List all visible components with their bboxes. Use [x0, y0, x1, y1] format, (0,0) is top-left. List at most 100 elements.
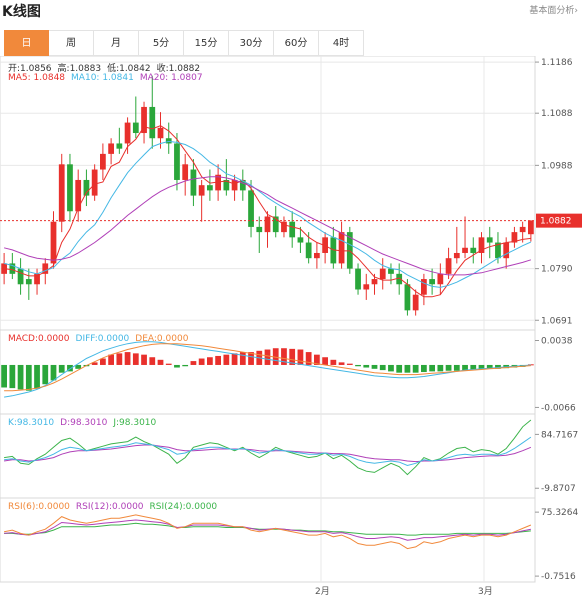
macd-bar-down: [371, 364, 378, 369]
candle-down: [355, 268, 361, 290]
candle-down: [272, 216, 279, 233]
candle-up: [42, 263, 49, 274]
candle-down: [305, 242, 312, 259]
candle-up: [108, 143, 114, 154]
kdj-tick-label: -9.8707: [541, 484, 576, 494]
macd-bar-up: [338, 362, 345, 365]
rsi6-line: [3, 514, 532, 550]
ma20-line: [3, 176, 532, 276]
macd-bar-down: [437, 364, 444, 372]
candle-up: [231, 179, 238, 191]
macd-info: MACD:0.0000 DIFF:0.0000 DEA:0.0000: [8, 334, 194, 344]
candle-down: [470, 247, 477, 253]
candle-up: [141, 106, 147, 134]
fundamental-analysis-link[interactable]: 基本面分析›: [529, 6, 578, 16]
tab-4hour[interactable]: 4时: [319, 30, 364, 56]
rsi-info: RSI(6):0.0000 RSI(12):0.0000 RSI(24):0.000…: [8, 502, 223, 512]
candle-up: [182, 164, 189, 180]
candle-up: [58, 164, 65, 222]
candle-down: [17, 268, 24, 285]
candle-up: [198, 185, 205, 196]
macd-bar-up: [108, 354, 114, 365]
macd-bar-up: [281, 348, 287, 365]
d-value: D:98.3010: [60, 418, 108, 428]
macd-bar-down: [9, 364, 16, 389]
ma5-line: [4, 125, 531, 298]
macd-bar-up: [314, 354, 320, 365]
current-price-label: 1.0882: [540, 217, 572, 227]
kdj-j-line: [4, 419, 532, 476]
kdj-info: K:98.3010 D:98.3010 J:98.3010: [8, 418, 162, 428]
macd-bar-down: [495, 364, 501, 369]
candle-down: [223, 179, 230, 191]
ma20-value: MA20: 1.0807: [139, 73, 203, 83]
candle-up: [363, 284, 370, 290]
candle-up: [264, 216, 271, 233]
macd-diff-line: [4, 341, 531, 398]
candle-down: [9, 263, 16, 274]
tab-week[interactable]: 周: [49, 30, 94, 56]
macd-bar-down: [50, 364, 57, 381]
rsi-tick-label: -0.7516: [541, 572, 576, 582]
macd-bar-up: [207, 357, 213, 365]
candle-up: [157, 127, 164, 139]
macd-bar-down: [182, 364, 189, 367]
dea-value: DEA:0.0000: [135, 334, 189, 344]
candle-up: [453, 252, 460, 259]
macd-bar-up: [165, 363, 172, 365]
macd-bar-up: [116, 353, 123, 365]
macd-bar-up: [305, 352, 312, 365]
macd-bar-down: [355, 364, 361, 367]
candle-up: [124, 122, 131, 144]
candle-down: [132, 122, 139, 134]
macd-bar-down: [42, 364, 49, 385]
candle-up: [519, 226, 526, 233]
kdj-k-line: [4, 436, 532, 467]
macd-bar-up: [132, 353, 139, 365]
x-tick-label: 2月: [315, 586, 330, 597]
close-value: 收:1.0882: [156, 64, 201, 74]
candle-down: [248, 190, 254, 227]
current-price-badge: [536, 213, 582, 228]
candle-down: [495, 242, 501, 259]
macd-bar-down: [1, 364, 7, 388]
tab-15min[interactable]: 15分: [184, 30, 229, 56]
rsi-tick-label: 75.3264: [541, 508, 578, 518]
candle-up: [50, 221, 57, 264]
macd-bar-down: [75, 364, 82, 369]
ma10-value: MA10: 1.0841: [71, 73, 134, 83]
macd-bar-down: [429, 364, 435, 372]
candle-down: [429, 279, 435, 285]
macd-bar-down: [17, 364, 24, 390]
tab-30min[interactable]: 30分: [229, 30, 274, 56]
macd-bar-down: [462, 364, 468, 371]
macd-bar-down: [379, 364, 386, 371]
macd-bar-up: [190, 361, 197, 365]
candle-down: [486, 237, 493, 243]
macd-bar-up: [100, 358, 106, 365]
x-tick-label: 3月: [478, 586, 493, 597]
tab-5min[interactable]: 5分: [139, 30, 184, 56]
tab-day[interactable]: 日: [4, 30, 49, 56]
macd-bar-up: [91, 362, 98, 365]
macd-bar-down: [478, 364, 485, 370]
candle-up: [338, 232, 345, 264]
macd-bar-up: [264, 349, 271, 365]
candle-down: [256, 226, 263, 233]
kline-chart[interactable]: 2月 3月 1.1186 1.1088 1.0988 1.0790 1.0691 1.0882…: [0, 56, 582, 600]
candle-down: [239, 179, 246, 191]
candle-up: [437, 273, 444, 285]
price-tick-label: 1.0691: [541, 316, 573, 326]
candle-down: [67, 164, 73, 212]
tab-60min[interactable]: 60分: [274, 30, 319, 56]
candle-down: [83, 179, 90, 196]
price-tick-label: 1.0988: [541, 161, 573, 171]
candle-down: [149, 106, 156, 139]
macd-bar-up: [330, 359, 337, 365]
header: K线图 基本面分析›: [0, 0, 582, 22]
macd-bar-down: [363, 364, 370, 368]
price-tick-label: 1.1186: [541, 58, 573, 68]
macd-bar-up: [297, 349, 304, 365]
tab-month[interactable]: 月: [94, 30, 139, 56]
candle-up: [462, 247, 468, 253]
